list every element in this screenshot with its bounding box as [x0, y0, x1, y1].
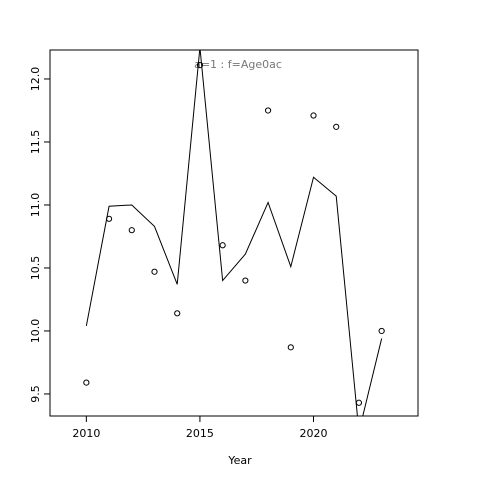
data-point	[151, 268, 158, 275]
x-tick-label: 2010	[72, 427, 100, 440]
plot-frame	[49, 49, 419, 417]
x-tick-label: 2020	[300, 427, 328, 440]
data-point	[378, 327, 385, 335]
data-line	[85, 50, 383, 416]
y-tick-label: 11.5	[29, 130, 42, 155]
x-tick-label: 2015	[186, 427, 214, 440]
data-point	[287, 344, 294, 351]
y-tick-label: 12.0	[29, 67, 42, 92]
data-point	[196, 62, 204, 69]
data-point	[333, 123, 340, 130]
y-tick-label: 9.5	[29, 385, 42, 403]
data-point	[242, 277, 249, 284]
data-point	[264, 107, 272, 114]
x-axis-label: Year	[227, 454, 252, 467]
data-point	[128, 227, 135, 234]
data-point	[219, 242, 226, 249]
data-point	[83, 379, 90, 386]
plot-area	[83, 50, 385, 416]
y-tick-label: 11.0	[29, 193, 42, 218]
y-tick-label: 10.5	[29, 256, 42, 281]
data-point	[174, 310, 181, 317]
y-tick-label: 10.0	[29, 319, 42, 344]
data-point	[355, 399, 363, 406]
data-point	[105, 215, 113, 222]
data-point	[310, 112, 317, 119]
annotation: a=1 : f=Age0ac	[194, 58, 282, 71]
